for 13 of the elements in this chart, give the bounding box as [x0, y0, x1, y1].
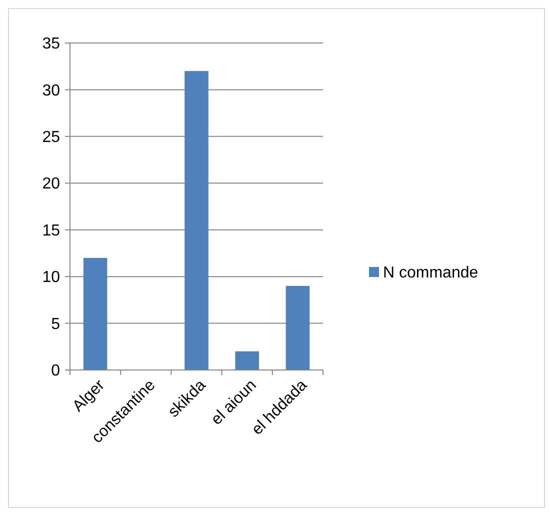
y-tick-label: 5 — [51, 316, 60, 333]
bar — [235, 351, 259, 370]
bar — [184, 71, 208, 370]
y-tick-label: 15 — [42, 222, 60, 240]
bar — [286, 286, 310, 370]
y-tick-label: 20 — [42, 176, 60, 193]
y-tick-label: 25 — [42, 129, 60, 146]
y-tick-label: 35 — [42, 36, 60, 53]
y-tick-label: 10 — [42, 269, 60, 286]
bar — [83, 258, 108, 370]
y-tick-label: 0 — [51, 362, 60, 380]
legend-label: N commande — [383, 264, 478, 282]
y-tick-label: 30 — [42, 82, 60, 100]
